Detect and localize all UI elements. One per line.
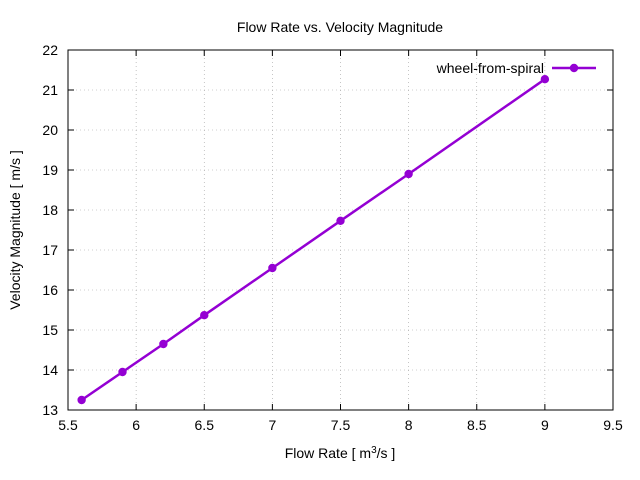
y-tick-label: 20 (42, 122, 58, 138)
data-point (200, 311, 209, 320)
y-tick-label: 22 (42, 42, 58, 58)
legend: wheel-from-spiral (436, 60, 596, 76)
data-point (159, 339, 168, 349)
y-tick-label: 17 (42, 242, 58, 258)
x-tick-label: 8.5 (467, 417, 487, 433)
x-tick-label: 7.5 (331, 417, 351, 433)
series-layer (77, 75, 550, 405)
x-axis: 5.5 6 6.5 7 7.5 8 8.5 9 9.5 (58, 50, 623, 433)
y-axis: 13 14 15 16 17 18 19 20 21 22 (42, 42, 613, 418)
x-tick-label: 9 (541, 417, 549, 433)
y-tick-label: 14 (42, 362, 58, 378)
grid-lines (67, 49, 614, 411)
x-tick-label: 9.5 (603, 417, 623, 433)
data-point (336, 216, 345, 225)
y-axis-label: Velocity Magnitude [ m/s ] (7, 150, 23, 310)
data-point (118, 367, 127, 377)
x-tick-label: 8 (405, 417, 413, 433)
data-point (77, 395, 86, 405)
y-tick-label: 19 (42, 162, 58, 178)
legend-marker (569, 63, 579, 73)
x-axis-label-prefix: Flow Rate [ m (285, 445, 371, 461)
y-tick-label: 13 (42, 402, 58, 418)
data-point (404, 169, 413, 179)
data-point (268, 263, 277, 273)
x-axis-label: Flow Rate [ m3/s ] (285, 445, 396, 462)
x-tick-label: 6.5 (195, 417, 215, 433)
data-point (540, 75, 550, 84)
series-line-wheel-from-spiral (80, 78, 546, 402)
x-tick-label: 7 (268, 417, 276, 433)
x-tick-label: 5.5 (58, 417, 78, 433)
x-tick-label: 6 (132, 417, 140, 433)
chart-title: Flow Rate vs. Velocity Magnitude (237, 19, 443, 35)
x-axis-label-superscript: 3 (371, 445, 377, 456)
x-axis-label-suffix: /s ] (377, 445, 396, 461)
y-tick-label: 15 (42, 322, 58, 338)
legend-label: wheel-from-spiral (436, 60, 544, 76)
y-tick-label: 16 (42, 282, 58, 298)
y-tick-label: 18 (42, 202, 58, 218)
y-tick-label: 21 (42, 82, 58, 98)
